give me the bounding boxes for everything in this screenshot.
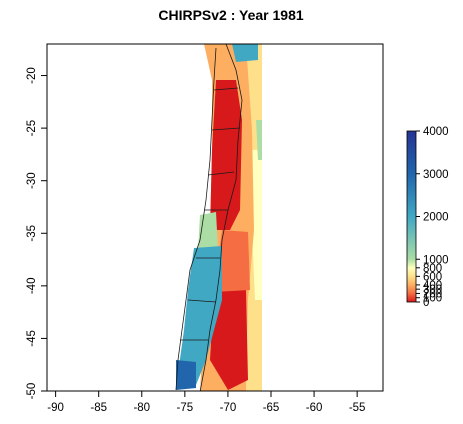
- precipitation-raster: [176, 44, 262, 391]
- legend-tick-label: 600: [423, 271, 442, 283]
- legend-tick-label: 4000: [423, 126, 449, 138]
- northern-arid-strip: [210, 80, 242, 230]
- x-tick-label: -90: [47, 402, 64, 414]
- y-tick-label: -35: [26, 225, 38, 242]
- legend-tick-label: 3000: [423, 169, 449, 181]
- y-tick-label: -30: [26, 172, 38, 189]
- region-lines: [180, 87, 241, 341]
- legend-tick-label: 800: [423, 263, 442, 275]
- x-tick-label: -80: [133, 402, 150, 414]
- x-tick-label: -85: [90, 402, 107, 414]
- map-title: CHIRPSv2 : Year 1981: [158, 7, 303, 23]
- legend-color-bar: [407, 131, 416, 302]
- x-tick-label: -75: [177, 402, 194, 414]
- y-tick-label: -50: [26, 383, 38, 400]
- legend-tick-label: 2000: [423, 212, 449, 224]
- legend-tick-label: 200: [423, 288, 442, 300]
- y-tick-label: -40: [26, 278, 38, 295]
- legend-tick-label: 100: [423, 293, 442, 305]
- x-tick-label: -60: [306, 402, 323, 414]
- country-borders: [175, 44, 243, 391]
- x-tick-label: -70: [220, 402, 237, 414]
- legend-tick-label: 0: [423, 297, 429, 309]
- plot-frame: [46, 43, 384, 392]
- southern-red-patch: [210, 290, 248, 390]
- y-axis: -20 -25 -30 -35 -40 -45 -50: [26, 67, 47, 399]
- legend-tick-label: 300: [423, 284, 442, 296]
- x-tick-label: -55: [349, 402, 366, 414]
- eastern-cyan-strip: [256, 120, 262, 160]
- legend-tick-label: 1000: [423, 254, 449, 266]
- y-tick-label: -20: [26, 67, 38, 84]
- y-tick-label: -45: [26, 330, 38, 347]
- y-tick-label: -25: [26, 120, 38, 137]
- legend-tick-label: 400: [423, 280, 442, 292]
- southern-teal-coast: [176, 360, 196, 390]
- southern-wet-coast: [176, 246, 222, 388]
- x-axis: -90 -85 -80 -75 -70 -65 -60 -55: [47, 391, 365, 414]
- x-tick-label: -65: [263, 402, 280, 414]
- andes-border: [199, 44, 243, 391]
- northern-cyan-altiplano: [232, 44, 258, 62]
- central-orange-patch: [214, 230, 250, 292]
